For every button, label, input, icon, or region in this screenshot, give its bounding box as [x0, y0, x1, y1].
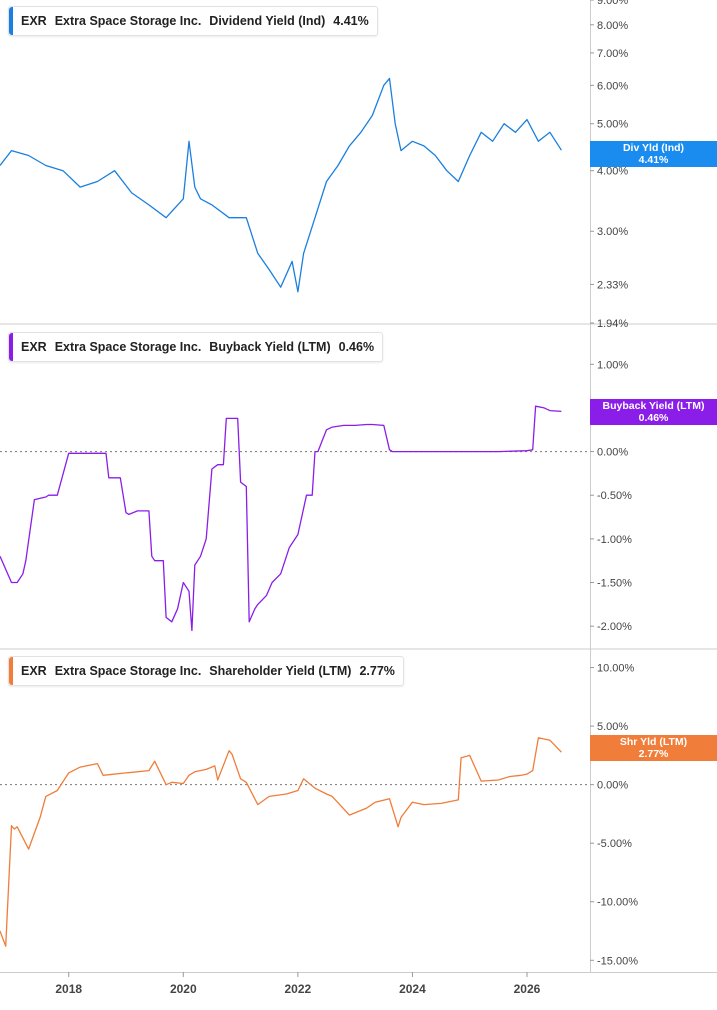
- legend-swatch: [9, 7, 13, 35]
- y-tick-label: 9.00%: [597, 0, 628, 7]
- legend-metric: Shareholder Yield (LTM): [209, 664, 352, 678]
- current-value-tag-buyback: Buyback Yield (LTM) 0.46%: [590, 399, 717, 425]
- legend-metric: Buyback Yield (LTM): [209, 340, 331, 354]
- x-tick-label: 2024: [399, 982, 426, 996]
- tag-label: Buyback Yield (LTM): [602, 400, 705, 412]
- y-tick-label: -1.00%: [597, 534, 632, 546]
- legend-company: Extra Space Storage Inc.: [54, 14, 202, 28]
- tag-label: Div Yld (Ind): [622, 142, 685, 154]
- legend-value: 0.46%: [338, 340, 375, 354]
- legend-swatch: [9, 333, 13, 361]
- y-tick-label: 2.33%: [597, 279, 628, 291]
- y-tick-label: -5.00%: [597, 838, 632, 850]
- x-tick-label: 2022: [285, 982, 312, 996]
- legend-swatch: [9, 657, 13, 685]
- y-tick-label: 4.00%: [597, 166, 628, 178]
- legend-company: Extra Space Storage Inc.: [54, 340, 202, 354]
- x-tick-label: 2026: [514, 982, 541, 996]
- y-tick-label: -15.00%: [597, 955, 638, 967]
- y-tick-label: 6.00%: [597, 80, 628, 92]
- y-tick-label: 3.00%: [597, 226, 628, 238]
- legend-buyback-yield[interactable]: EXR Extra Space Storage Inc. Buyback Yie…: [8, 332, 384, 362]
- series-line: [0, 737, 562, 947]
- x-tick-label: 2018: [55, 982, 82, 996]
- y-tick-label: 0.00%: [597, 447, 628, 459]
- y-tick-label: 0.00%: [597, 780, 628, 792]
- y-tick-label: 5.00%: [597, 721, 628, 733]
- tag-label: Shr Yld (LTM): [619, 736, 688, 748]
- legend-ticker: EXR: [21, 340, 47, 354]
- current-value-tag-dividend: Div Yld (Ind) 4.41%: [590, 141, 717, 167]
- legend-ticker: EXR: [21, 664, 47, 678]
- y-tick-label: 8.00%: [597, 20, 628, 32]
- legend-value: 4.41%: [333, 14, 369, 28]
- legend-value: 2.77%: [359, 664, 395, 678]
- y-tick-label: 1.00%: [597, 359, 628, 371]
- tag-value: 4.41%: [638, 154, 669, 166]
- y-tick-label: -10.00%: [597, 897, 638, 909]
- legend-company: Extra Space Storage Inc.: [54, 664, 202, 678]
- y-tick-label: 1.94%: [597, 318, 628, 330]
- legend-metric: Dividend Yield (Ind): [209, 14, 326, 28]
- y-tick-label: -2.00%: [597, 621, 632, 633]
- legend-shareholder-yield[interactable]: EXR Extra Space Storage Inc. Shareholder…: [8, 656, 404, 686]
- y-tick-label: -0.50%: [597, 490, 632, 502]
- y-tick-label: 10.00%: [597, 663, 635, 675]
- legend-ticker: EXR: [21, 14, 47, 28]
- x-tick-label: 2020: [170, 982, 197, 996]
- legend-dividend-yield[interactable]: EXR Extra Space Storage Inc. Dividend Yi…: [8, 6, 378, 36]
- current-value-tag-shareholder: Shr Yld (LTM) 2.77%: [590, 735, 717, 761]
- tag-value: 0.46%: [638, 412, 669, 424]
- tag-value: 2.77%: [638, 748, 669, 760]
- series-line: [0, 405, 562, 632]
- y-tick-label: 7.00%: [597, 48, 628, 60]
- series-line: [0, 77, 562, 293]
- y-tick-label: -1.50%: [597, 578, 632, 590]
- y-tick-label: 5.00%: [597, 119, 628, 131]
